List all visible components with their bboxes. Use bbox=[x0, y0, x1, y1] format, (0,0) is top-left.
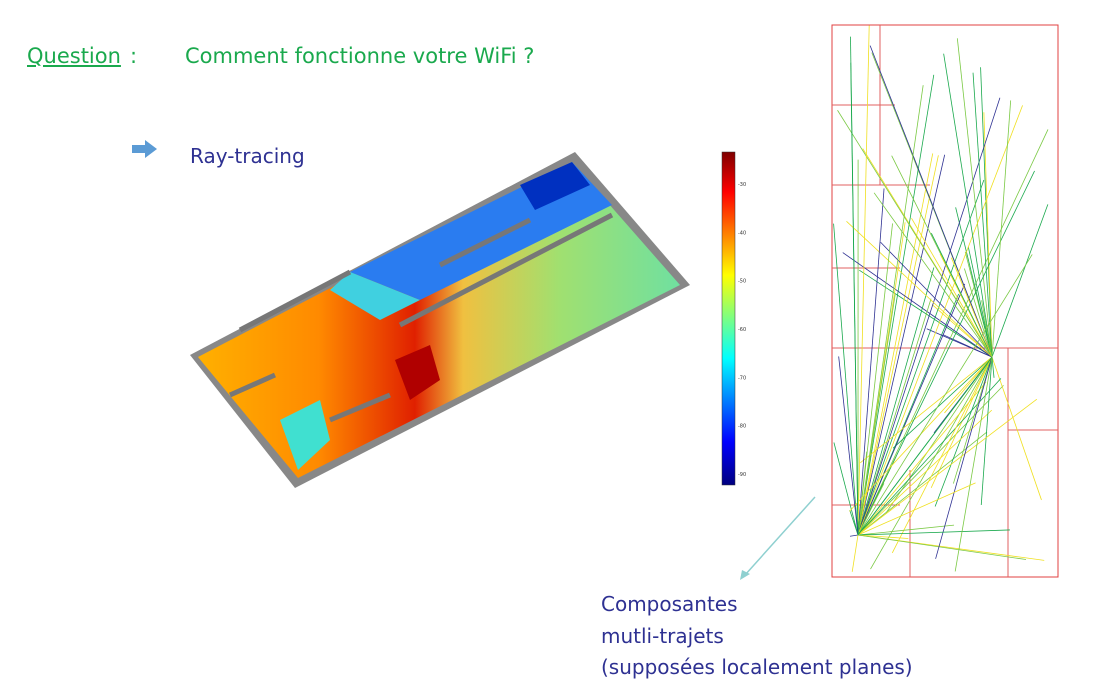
colorbar-label: -80 bbox=[738, 424, 746, 430]
question-label: Question bbox=[27, 44, 121, 68]
ray bbox=[954, 356, 993, 572]
ray bbox=[873, 192, 993, 358]
ray bbox=[885, 356, 993, 514]
caption-line: Composantes bbox=[601, 592, 738, 616]
ray bbox=[857, 179, 985, 536]
pointer-arrow bbox=[744, 496, 816, 576]
ray bbox=[891, 356, 993, 554]
ray bbox=[857, 223, 893, 536]
ray bbox=[849, 534, 859, 537]
ray bbox=[880, 241, 993, 358]
ray bbox=[851, 534, 859, 572]
colorbar-label: -60 bbox=[738, 327, 746, 333]
ray bbox=[857, 529, 1010, 536]
ray-diagram bbox=[831, 24, 1059, 578]
colorbar-label: -70 bbox=[738, 375, 746, 381]
ray bbox=[857, 153, 934, 536]
ray bbox=[857, 74, 935, 536]
ray bbox=[934, 356, 993, 507]
colorbar-label: -50 bbox=[738, 279, 746, 285]
colorbar-label: -40 bbox=[738, 230, 746, 236]
ray bbox=[857, 356, 993, 536]
ray bbox=[857, 483, 885, 536]
bullet-arrow bbox=[132, 140, 157, 158]
ray bbox=[943, 53, 993, 358]
ray bbox=[833, 223, 859, 536]
ray bbox=[837, 110, 993, 358]
ray bbox=[857, 283, 966, 536]
ray bbox=[892, 356, 993, 449]
ray bbox=[857, 524, 955, 536]
ray bbox=[857, 25, 870, 536]
caption-line: mutli-trajets bbox=[601, 624, 724, 648]
ray bbox=[857, 482, 976, 536]
colorbar bbox=[721, 151, 736, 486]
ray bbox=[857, 385, 1004, 536]
ray bbox=[857, 85, 924, 536]
ray bbox=[991, 204, 1049, 358]
ray bbox=[857, 254, 1033, 536]
ray bbox=[911, 218, 993, 358]
ray bbox=[857, 188, 885, 536]
ray bbox=[859, 269, 993, 358]
ray bbox=[857, 170, 1035, 536]
ray bbox=[850, 62, 859, 536]
pointer-head bbox=[740, 570, 750, 580]
ray bbox=[857, 97, 1001, 536]
ray bbox=[931, 304, 993, 358]
ray bbox=[857, 381, 987, 536]
ray bbox=[857, 431, 988, 536]
ray bbox=[964, 268, 993, 358]
ray bbox=[857, 398, 1038, 536]
ray bbox=[860, 356, 993, 464]
ray bbox=[944, 356, 993, 414]
ray bbox=[857, 298, 932, 536]
ray bbox=[926, 328, 993, 358]
ray bbox=[842, 252, 993, 358]
ray bbox=[930, 233, 993, 358]
ray bbox=[930, 356, 993, 488]
ray bbox=[955, 207, 993, 358]
separator: : bbox=[130, 44, 138, 68]
ray bbox=[950, 257, 993, 358]
ray bbox=[967, 246, 993, 358]
title: Comment fonctionne votre WiFi ? bbox=[185, 44, 535, 68]
ray bbox=[857, 155, 939, 536]
ray bbox=[838, 356, 859, 536]
caption-line: (supposées localement planes) bbox=[601, 655, 913, 679]
ray bbox=[956, 38, 993, 358]
ray bbox=[980, 356, 993, 506]
ray bbox=[857, 521, 860, 536]
ray bbox=[869, 45, 993, 358]
ray bbox=[935, 356, 993, 559]
ray bbox=[991, 356, 1042, 501]
heatmap bbox=[190, 152, 690, 488]
ray bbox=[846, 221, 993, 358]
ray bbox=[857, 105, 1023, 536]
ray bbox=[991, 356, 995, 378]
ray bbox=[857, 267, 935, 536]
ray bbox=[972, 72, 993, 358]
ray bbox=[857, 534, 909, 539]
ray bbox=[981, 300, 993, 358]
ray bbox=[953, 356, 993, 484]
ray bbox=[833, 442, 859, 536]
ray bbox=[857, 534, 1027, 560]
bullet-text: Ray-tracing bbox=[190, 144, 305, 168]
colorbar-label: -90 bbox=[738, 472, 746, 478]
ray bbox=[983, 112, 993, 358]
ray bbox=[857, 154, 946, 536]
colorbar-label: -30 bbox=[738, 182, 746, 188]
